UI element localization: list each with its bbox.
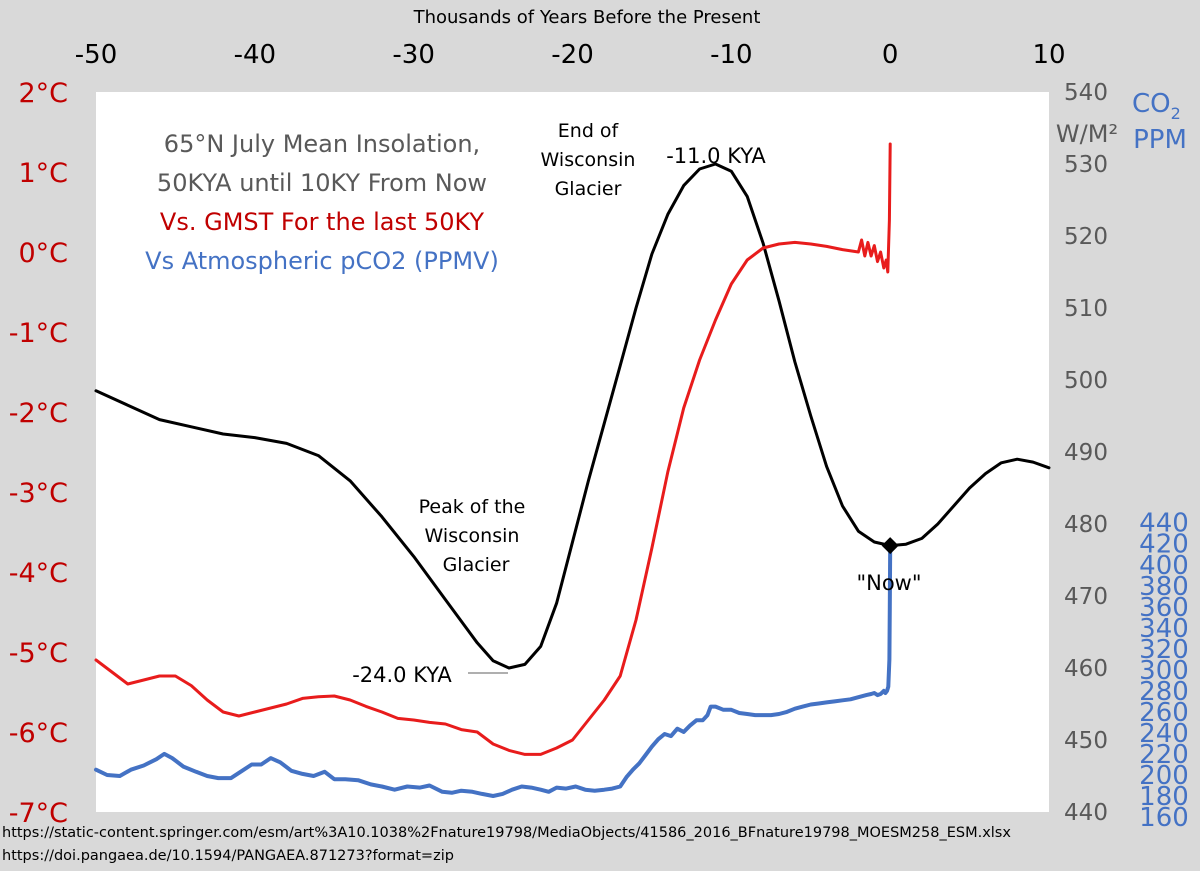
- x-tick-label: -10: [710, 40, 752, 70]
- legend-insolation-line2: 50KYA until 10KY From Now: [157, 169, 487, 197]
- annotation-now: "Now": [856, 571, 921, 595]
- legend-insolation-line1: 65°N July Mean Insolation,: [164, 130, 480, 158]
- co2-tick-label: 300: [1139, 656, 1189, 686]
- annotation-max-kya: -11.0 KYA: [666, 144, 766, 168]
- peak-glacier-line1: Peak of the: [419, 496, 526, 518]
- co2-axis-label: CO2: [1132, 89, 1181, 123]
- annotation-min-kya: -24.0 KYA: [352, 663, 452, 687]
- temperature-tick-label: 1°C: [18, 158, 68, 189]
- temperature-tick-label: -6°C: [9, 718, 68, 749]
- insolation-tick-label: 490: [1064, 440, 1108, 466]
- end-glacier-line3: Glacier: [555, 178, 622, 200]
- legend-gmst: Vs. GMST For the last 50KY: [160, 208, 484, 236]
- temperature-tick-label: -3°C: [9, 478, 68, 509]
- insolation-tick-label: 480: [1064, 512, 1108, 538]
- temperature-tick-label: -4°C: [9, 558, 68, 589]
- x-tick-label: 0: [882, 40, 899, 70]
- insolation-tick-label: 500: [1064, 368, 1108, 394]
- co2-tick-label: 200: [1139, 761, 1189, 791]
- annotation-end-glacier: End of Wisconsin Glacier: [541, 120, 636, 200]
- temperature-tick-label: 0°C: [18, 238, 68, 269]
- co2-tick-label: 180: [1139, 782, 1189, 812]
- x-tick-label: -20: [551, 40, 593, 70]
- insolation-axis-label: W/M²: [1056, 120, 1118, 148]
- end-glacier-line2: Wisconsin: [541, 149, 636, 171]
- co2-tick-label: 220: [1139, 740, 1189, 770]
- temperature-axis-ticks: 2°C 1°C 0°C -1°C -2°C -3°C -4°C -5°C -6°C -7°C: [9, 78, 68, 829]
- insolation-tick-label: 460: [1064, 656, 1108, 682]
- peak-glacier-line2: Wisconsin: [425, 525, 520, 547]
- insolation-tick-label: 510: [1064, 296, 1108, 322]
- co2-tick-label: 340: [1139, 614, 1189, 644]
- insolation-tick-label: 470: [1064, 584, 1108, 610]
- insolation-series-line: [94, 162, 1051, 670]
- insolation-tick-label: 450: [1064, 728, 1108, 754]
- end-glacier-line1: End of: [558, 120, 620, 142]
- co2-tick-label: 160: [1139, 803, 1189, 833]
- co2-label-main: CO: [1132, 89, 1171, 119]
- insolation-tick-label: 530: [1064, 152, 1108, 178]
- temperature-series-line: [94, 142, 892, 756]
- x-axis-ticks: -50 -40 -30 -20 -10 0 10: [75, 40, 1066, 70]
- insolation-tick-label: 520: [1064, 224, 1108, 250]
- source-url-springer[interactable]: https://static-content.springer.com/esm/…: [2, 825, 1011, 841]
- insolation-tick-label: 440: [1064, 800, 1108, 826]
- co2-tick-label: 260: [1139, 698, 1189, 728]
- temperature-tick-label: 2°C: [18, 78, 68, 109]
- temperature-tick-label: -5°C: [9, 638, 68, 669]
- x-tick-label: 10: [1032, 40, 1065, 70]
- co2-axis-unit: PPM: [1133, 125, 1187, 155]
- annotation-peak-glacier: Peak of the Wisconsin Glacier: [419, 496, 526, 576]
- co2-tick-label: 280: [1139, 677, 1189, 707]
- plot-area: [96, 92, 1049, 812]
- co2-tick-label: 380: [1139, 572, 1189, 602]
- now-marker: [881, 537, 899, 555]
- co2-label-sub: 2: [1171, 104, 1181, 123]
- insolation-axis-ticks: 540 530 520 510 500 490 480 470 460 450 440: [1064, 80, 1108, 826]
- co2-tick-label: 420: [1139, 530, 1189, 560]
- temperature-tick-label: -1°C: [9, 318, 68, 349]
- co2-tick-label: 320: [1139, 635, 1189, 665]
- co2-tick-label: 360: [1139, 593, 1189, 623]
- co2-series-line: [94, 543, 893, 798]
- temperature-tick-label: -2°C: [9, 398, 68, 429]
- co2-tick-label: 440: [1139, 509, 1189, 539]
- source-url-pangaea[interactable]: https://doi.pangaea.de/10.1594/PANGAEA.8…: [2, 848, 454, 864]
- x-tick-label: -50: [75, 40, 117, 70]
- co2-axis-ticks: 4404204003803603403203002802602402202001…: [1139, 509, 1189, 833]
- legend: 65°N July Mean Insolation, 50KYA until 1…: [145, 130, 499, 275]
- x-tick-label: -40: [234, 40, 276, 70]
- peak-glacier-line3: Glacier: [443, 554, 510, 576]
- legend-co2: Vs Atmospheric pCO2 (PPMV): [145, 247, 499, 275]
- x-axis-label: Thousands of Years Before the Present: [413, 7, 761, 28]
- x-tick-label: -30: [392, 40, 434, 70]
- co2-tick-label: 400: [1139, 551, 1189, 581]
- insolation-tick-label: 540: [1064, 80, 1108, 106]
- series-layer: [94, 142, 1051, 798]
- co2-tick-label: 240: [1139, 719, 1189, 749]
- temperature-tick-label: -7°C: [9, 798, 68, 829]
